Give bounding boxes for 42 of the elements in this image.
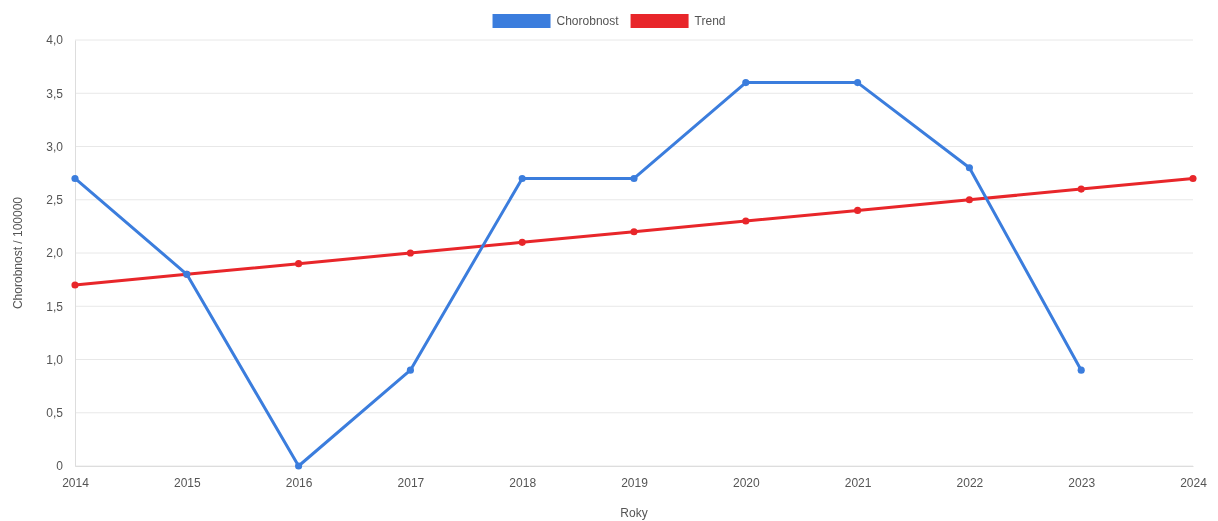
point xyxy=(742,79,750,87)
legend-label: Trend xyxy=(694,14,726,28)
x-tick-label: 2014 xyxy=(62,475,90,490)
y-tick-label: 0,5 xyxy=(46,406,64,421)
x-tick-label: 2017 xyxy=(397,475,425,490)
point xyxy=(630,174,638,183)
y-tick-label: 0 xyxy=(56,459,64,474)
y-tick-label: 3,0 xyxy=(46,139,64,154)
x-tick-label: 2019 xyxy=(621,475,649,490)
point xyxy=(1077,366,1085,374)
x-tick-label: 2016 xyxy=(285,475,313,490)
point xyxy=(71,281,79,289)
x-axis-title: Roky xyxy=(620,506,648,520)
point xyxy=(742,217,750,225)
point xyxy=(406,366,414,374)
x-tick-label: 2022 xyxy=(956,475,984,490)
x-tick-label: 2018 xyxy=(509,475,537,490)
x-tick-label: 2015 xyxy=(173,475,201,490)
point xyxy=(406,249,414,257)
x-tick-label: 2020 xyxy=(732,475,760,490)
point xyxy=(518,238,526,246)
x-tick-label: 2021 xyxy=(844,475,872,490)
point xyxy=(71,174,79,183)
x-tick-label: 2023 xyxy=(1068,475,1096,490)
y-tick-label: 1,0 xyxy=(46,352,64,367)
y-tick-label: 1,5 xyxy=(46,299,64,314)
point xyxy=(1077,185,1085,193)
point xyxy=(854,79,862,87)
y-tick-label: 2,5 xyxy=(46,193,64,208)
point xyxy=(295,260,303,268)
point xyxy=(854,206,862,214)
y-tick-label: 4,0 xyxy=(46,33,64,48)
y-axis-title: Chorobnost / 100000 xyxy=(11,196,25,310)
y-tick-label: 2,0 xyxy=(46,246,64,261)
point xyxy=(630,228,638,236)
point xyxy=(965,196,973,204)
y-tick-label: 3,5 xyxy=(46,86,64,101)
x-tick-label: 2024 xyxy=(1180,475,1208,490)
legend-label: Chorobnost xyxy=(556,14,620,28)
point xyxy=(1189,174,1197,183)
point xyxy=(518,174,526,183)
point xyxy=(965,164,973,172)
